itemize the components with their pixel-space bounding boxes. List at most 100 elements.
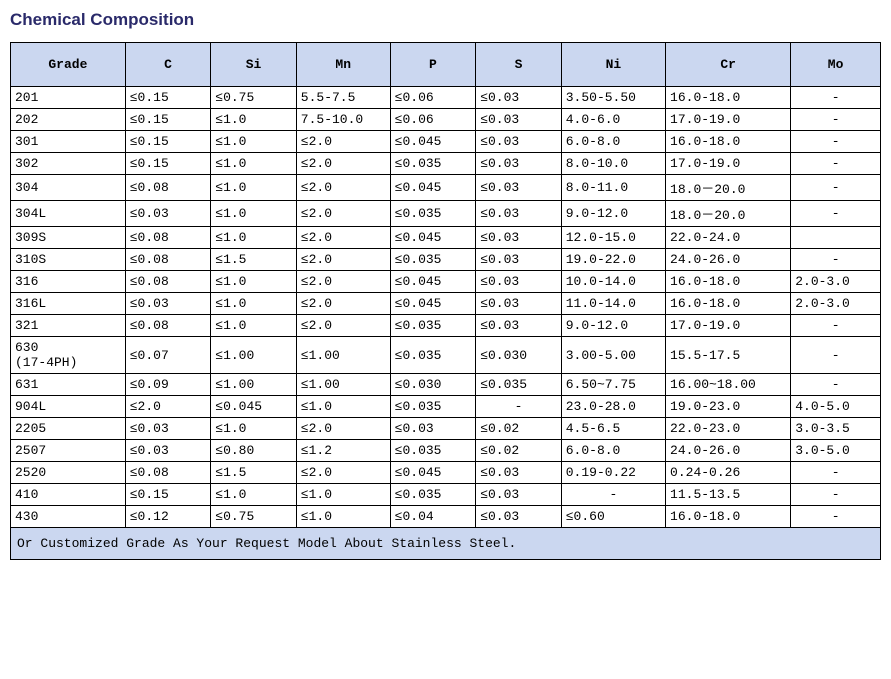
cell-si: ≤1.5 <box>211 249 297 271</box>
cell-s: ≤0.035 <box>476 374 562 396</box>
cell-grade: 410 <box>11 484 126 506</box>
cell-grade: 201 <box>11 87 126 109</box>
cell-c: ≤0.03 <box>125 201 211 227</box>
table-row: 202≤0.15≤1.07.5-10.0≤0.06≤0.034.0-6.017.… <box>11 109 881 131</box>
cell-s: ≤0.03 <box>476 293 562 315</box>
cell-s: ≤0.030 <box>476 337 562 374</box>
cell-c: ≤0.07 <box>125 337 211 374</box>
cell-grade: 2520 <box>11 462 126 484</box>
cell-mn: ≤2.0 <box>296 201 390 227</box>
cell-grade: 310S <box>11 249 126 271</box>
cell-mo: 4.0-5.0 <box>791 396 881 418</box>
cell-ni: ≤0.60 <box>561 506 665 528</box>
cell-grade: 304L <box>11 201 126 227</box>
cell-ni: 3.00-5.00 <box>561 337 665 374</box>
cell-cr: 11.5-13.5 <box>666 484 791 506</box>
table-footer-row: Or Customized Grade As Your Request Mode… <box>11 528 881 560</box>
cell-mo: - <box>791 374 881 396</box>
cell-si: ≤0.045 <box>211 396 297 418</box>
cell-mn: ≤1.00 <box>296 337 390 374</box>
col-header-s: S <box>476 43 562 87</box>
cell-ni: 10.0-14.0 <box>561 271 665 293</box>
table-row: 321≤0.08≤1.0≤2.0≤0.035≤0.039.0-12.017.0-… <box>11 315 881 337</box>
table-row: 904L≤2.0≤0.045≤1.0≤0.035-23.0-28.019.0-2… <box>11 396 881 418</box>
table-row: 302≤0.15≤1.0≤2.0≤0.035≤0.038.0-10.017.0-… <box>11 153 881 175</box>
cell-ni: 4.5-6.5 <box>561 418 665 440</box>
cell-mo: - <box>791 201 881 227</box>
cell-mo: 2.0-3.0 <box>791 271 881 293</box>
cell-grade: 302 <box>11 153 126 175</box>
cell-cr: 16.0-18.0 <box>666 293 791 315</box>
cell-cr: 16.0-18.0 <box>666 271 791 293</box>
cell-mo: 2.0-3.0 <box>791 293 881 315</box>
cell-cr: 18.0－20.0 <box>666 201 791 227</box>
cell-mn: ≤2.0 <box>296 271 390 293</box>
cell-ni: - <box>561 484 665 506</box>
cell-p: ≤0.045 <box>390 271 476 293</box>
cell-p: ≤0.035 <box>390 201 476 227</box>
cell-s: ≤0.03 <box>476 271 562 293</box>
cell-s: ≤0.03 <box>476 315 562 337</box>
cell-si: ≤1.0 <box>211 293 297 315</box>
cell-p: ≤0.035 <box>390 315 476 337</box>
cell-si: ≤1.5 <box>211 462 297 484</box>
cell-ni: 4.0-6.0 <box>561 109 665 131</box>
cell-c: ≤0.09 <box>125 374 211 396</box>
cell-mn: ≤2.0 <box>296 153 390 175</box>
cell-ni: 8.0-11.0 <box>561 175 665 201</box>
cell-p: ≤0.035 <box>390 440 476 462</box>
cell-grade: 316 <box>11 271 126 293</box>
table-row: 630(17-4PH)≤0.07≤1.00≤1.00≤0.035≤0.0303.… <box>11 337 881 374</box>
cell-s: ≤0.03 <box>476 175 562 201</box>
cell-ni: 9.0-12.0 <box>561 315 665 337</box>
cell-c: ≤0.15 <box>125 109 211 131</box>
table-row: 631≤0.09≤1.00≤1.00≤0.030≤0.0356.50~7.751… <box>11 374 881 396</box>
col-header-mn: Mn <box>296 43 390 87</box>
cell-grade: 2205 <box>11 418 126 440</box>
cell-ni: 6.0-8.0 <box>561 131 665 153</box>
cell-cr: 24.0-26.0 <box>666 249 791 271</box>
cell-ni: 3.50-5.50 <box>561 87 665 109</box>
cell-cr: 22.0-24.0 <box>666 227 791 249</box>
cell-p: ≤0.045 <box>390 131 476 153</box>
cell-si: ≤1.0 <box>211 201 297 227</box>
cell-s: ≤0.03 <box>476 201 562 227</box>
page-title: Chemical Composition <box>10 10 881 30</box>
cell-mo: 3.0-5.0 <box>791 440 881 462</box>
cell-c: ≤0.03 <box>125 440 211 462</box>
cell-c: ≤0.08 <box>125 315 211 337</box>
cell-mn: ≤2.0 <box>296 293 390 315</box>
table-row: 310S≤0.08≤1.5≤2.0≤0.035≤0.0319.0-22.024.… <box>11 249 881 271</box>
table-row: 2205≤0.03≤1.0≤2.0≤0.03≤0.024.5-6.522.0-2… <box>11 418 881 440</box>
cell-s: - <box>476 396 562 418</box>
cell-ni: 12.0-15.0 <box>561 227 665 249</box>
cell-mn: ≤2.0 <box>296 249 390 271</box>
cell-grade: 316L <box>11 293 126 315</box>
cell-ni: 9.0-12.0 <box>561 201 665 227</box>
cell-cr: 22.0-23.0 <box>666 418 791 440</box>
cell-cr: 19.0-23.0 <box>666 396 791 418</box>
table-row: 304≤0.08≤1.0≤2.0≤0.045≤0.038.0-11.018.0－… <box>11 175 881 201</box>
cell-p: ≤0.04 <box>390 506 476 528</box>
cell-si: ≤0.75 <box>211 506 297 528</box>
cell-cr: 16.0-18.0 <box>666 506 791 528</box>
cell-ni: 6.50~7.75 <box>561 374 665 396</box>
cell-p: ≤0.03 <box>390 418 476 440</box>
cell-mo: - <box>791 337 881 374</box>
cell-c: ≤0.15 <box>125 87 211 109</box>
cell-mn: ≤2.0 <box>296 462 390 484</box>
col-header-ni: Ni <box>561 43 665 87</box>
cell-s: ≤0.02 <box>476 440 562 462</box>
cell-mn: ≤1.00 <box>296 374 390 396</box>
cell-grade: 630(17-4PH) <box>11 337 126 374</box>
cell-si: ≤1.0 <box>211 484 297 506</box>
cell-c: ≤2.0 <box>125 396 211 418</box>
cell-mo: - <box>791 484 881 506</box>
table-row: 301≤0.15≤1.0≤2.0≤0.045≤0.036.0-8.016.0-1… <box>11 131 881 153</box>
cell-c: ≤0.08 <box>125 462 211 484</box>
cell-p: ≤0.045 <box>390 175 476 201</box>
cell-grade: 301 <box>11 131 126 153</box>
cell-p: ≤0.035 <box>390 337 476 374</box>
cell-mn: ≤2.0 <box>296 131 390 153</box>
table-row: 316L≤0.03≤1.0≤2.0≤0.045≤0.0311.0-14.016.… <box>11 293 881 315</box>
